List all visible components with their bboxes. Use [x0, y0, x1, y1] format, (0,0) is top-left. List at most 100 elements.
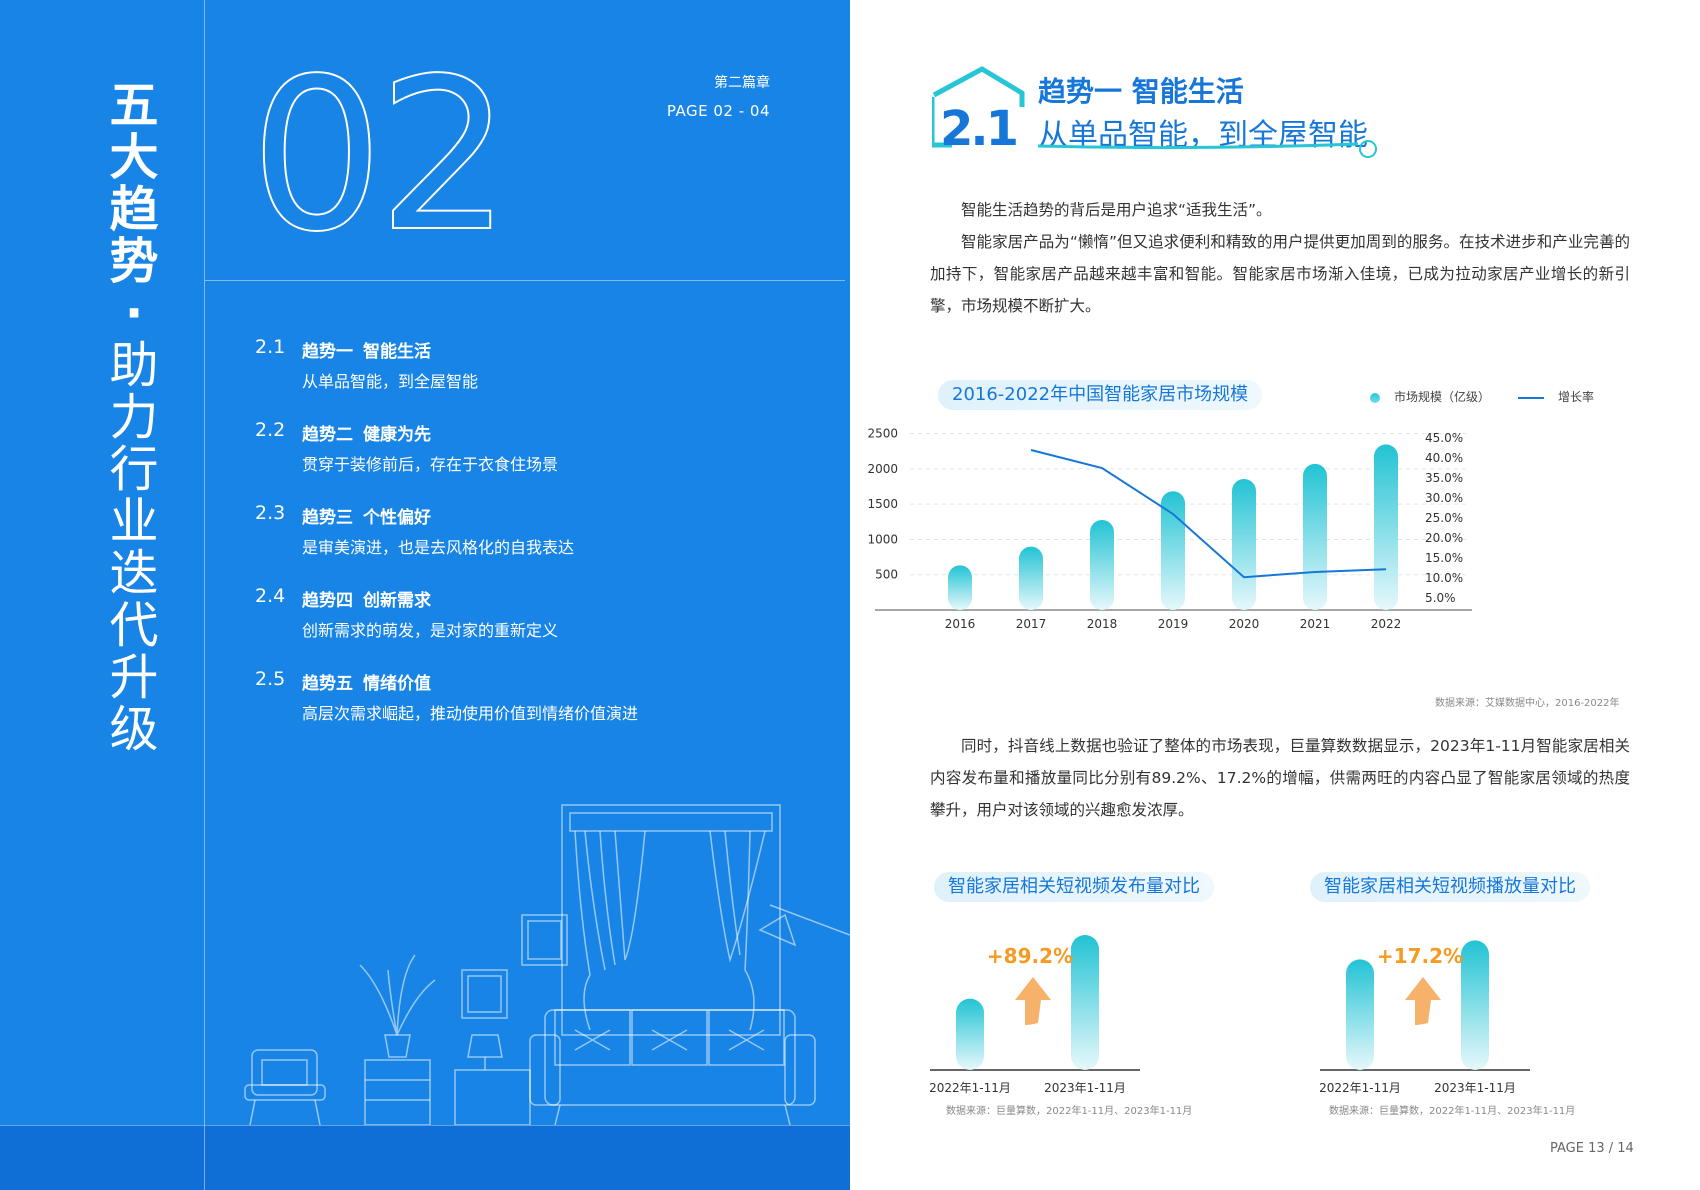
- title-char: 升: [109, 649, 159, 706]
- growth-rate-line: [1030, 449, 1387, 579]
- y-right-tick-label: 35.0%: [1425, 471, 1463, 485]
- toc-title: 趋势二 健康为先: [302, 425, 431, 445]
- title-char: 级: [109, 701, 159, 758]
- y-right-tick-label: 20.0%: [1425, 531, 1463, 545]
- bar: [1374, 444, 1398, 610]
- page-range: PAGE 02 - 04: [666, 102, 770, 120]
- bar: [1019, 546, 1043, 610]
- y-tick-label: 1500: [867, 497, 898, 511]
- chart-title: 智能家居相关短视频播放量对比: [1310, 872, 1590, 902]
- legend-line-label: 增长率: [1558, 390, 1595, 404]
- chapter-cover-panel: 五 大 趋 势 · 助 力 行 业 迭 代 升 级 02 第二篇章 PAGE 0…: [0, 0, 850, 1190]
- living-room-illustration: [244, 804, 850, 1125]
- y-tick-label: 500: [875, 568, 898, 582]
- legend-bar-label: 市场规模（亿级）: [1394, 390, 1491, 404]
- bar: [1090, 520, 1114, 610]
- toc-title: 趋势四 创新需求: [302, 591, 431, 611]
- chart-legend: 市场规模（亿级） 增长率: [1370, 388, 1594, 405]
- intro-line: 智能生活趋势的背后是用户追求“适我生活”。: [961, 201, 1272, 219]
- bottom-divider: [0, 1125, 850, 1126]
- y-right-tick-label: 5.0%: [1425, 591, 1456, 605]
- intro-body: 智能家居产品为“懒惰”但又追求便利和精致的用户提供更加周到的服务。在技术进步和产…: [930, 233, 1630, 315]
- legend-line-swatch: [1518, 396, 1545, 399]
- y-right-tick-label: 25.0%: [1425, 511, 1463, 525]
- bar: [1161, 491, 1185, 610]
- title-char: 大: [109, 129, 159, 186]
- title-char: 势: [109, 233, 159, 290]
- title-char: 助: [109, 337, 159, 394]
- y-right-tick-label: 40.0%: [1425, 451, 1463, 465]
- title-char: 代: [109, 597, 159, 654]
- x-tick-label: 2019: [1158, 617, 1189, 631]
- toc-sub: 是审美演进，也是去风格化的自我表达: [302, 538, 575, 557]
- market-size-chart: 500 1000 1500 2000 2500 5.0% 10.0% 15.0% 20.0% 25…: [867, 427, 1472, 631]
- bar: [956, 998, 984, 1070]
- bar: [1303, 463, 1327, 610]
- y-tick-label: 2500: [867, 427, 898, 441]
- section-badge: 2.1: [932, 66, 1025, 155]
- chart-source: 数据来源：巨量算数，2022年1-11月、2023年1-11月: [946, 1106, 1193, 1117]
- title-char: 力: [109, 389, 159, 446]
- toc-num: 2.4: [255, 585, 286, 607]
- legend-bar-swatch: [1370, 392, 1380, 403]
- svg-text:2.1: 2.1: [940, 101, 1017, 155]
- chapter-label-block: 第二篇章 PAGE 02 - 04: [667, 72, 770, 120]
- bar: [948, 565, 972, 610]
- toc-sub: 高层次需求崛起，推动使用价值到情绪价值演进: [302, 704, 639, 723]
- title-char: 五: [109, 77, 159, 134]
- x-tick-label: 2023年1-11月: [1044, 1081, 1126, 1095]
- up-arrow-icon: [1015, 977, 1051, 1025]
- y-tick-label: 1000: [867, 532, 898, 546]
- title-underline: [1038, 140, 1377, 158]
- intro-paragraph: 智能生活趋势的背后是用户追求“适我生活”。 智能家居产品为“懒惰”但又追求便利和…: [930, 194, 1630, 322]
- x-tick-label: 2022: [1371, 617, 1402, 631]
- page-number: PAGE 13 / 14: [1550, 1141, 1634, 1156]
- chapter-label: 第二篇章: [714, 75, 770, 91]
- toc-num: 2.2: [255, 419, 286, 441]
- growth-annotation: +89.2%: [987, 944, 1073, 968]
- bar: [1071, 935, 1099, 1070]
- bar: [1461, 940, 1489, 1070]
- growth-annotation: +17.2%: [1377, 944, 1463, 968]
- toc-sub: 创新需求的萌发，是对家的重新定义: [302, 621, 559, 640]
- toc-title: 趋势五 情绪价值: [302, 674, 431, 694]
- bar: [1232, 478, 1256, 610]
- x-tick-label: 2023年1-11月: [1434, 1081, 1516, 1095]
- bottom-band: [0, 1125, 850, 1190]
- vertical-divider: [204, 0, 205, 1190]
- toc-num: 2.3: [255, 502, 286, 524]
- x-tick-label: 2022年1-11月: [930, 1081, 1011, 1095]
- svg-text:02: 02: [250, 58, 505, 238]
- title-char: 迭: [109, 545, 159, 602]
- toc-num: 2.5: [255, 668, 286, 690]
- chapter-number: 02: [250, 58, 512, 238]
- second-paragraph: 同时，抖音线上数据也验证了整体的市场表现，巨量算数数据显示，2023年1-11月…: [930, 730, 1630, 826]
- title-char: 业: [109, 493, 159, 550]
- publish-volume-chart: 2022年1-11月 2023年1-11月 +89.2%: [930, 935, 1140, 1095]
- toc-sub: 贯穿于装修前后，存在于衣食住场景: [302, 455, 559, 474]
- content-page: 2.1 趋势一 智能生活 从单品智能，到全屋智能 智能生活趋势的背后是用户追求“…: [850, 0, 1700, 1190]
- title-char: 趋: [109, 181, 159, 238]
- section-title: 趋势一 智能生活: [1038, 75, 1244, 108]
- x-tick-label: 2022年1-11月: [1320, 1081, 1401, 1095]
- toc-num: 2.1: [255, 336, 286, 358]
- x-tick-label: 2016: [945, 617, 976, 631]
- x-tick-label: 2020: [1229, 617, 1260, 631]
- y-right-tick-label: 30.0%: [1425, 491, 1463, 505]
- y-right-tick-label: 10.0%: [1425, 571, 1463, 585]
- title-char: 行: [109, 441, 159, 498]
- title-sep: ·: [124, 285, 144, 342]
- up-arrow-icon: [1405, 977, 1441, 1025]
- horizontal-divider: [205, 280, 845, 281]
- y-right-tick-label: 45.0%: [1425, 431, 1463, 445]
- toc-title: 趋势三 个性偏好: [302, 508, 431, 528]
- y-tick-label: 2000: [867, 462, 898, 476]
- x-tick-label: 2021: [1300, 617, 1331, 631]
- vertical-title: 五 大 趋 势 · 助 力 行 业 迭 代 升 级: [106, 80, 162, 756]
- chart-source: 数据来源：艾媒数据中心，2016-2022年: [1435, 698, 1620, 709]
- chart-title: 2016-2022年中国智能家居市场规模: [938, 380, 1263, 410]
- chart-title: 智能家居相关短视频发布量对比: [934, 872, 1214, 902]
- play-volume-chart: 2022年1-11月 2023年1-11月 +17.2%: [1320, 940, 1530, 1095]
- bar: [1346, 959, 1374, 1070]
- toc-title: 趋势一 智能生活: [302, 342, 431, 362]
